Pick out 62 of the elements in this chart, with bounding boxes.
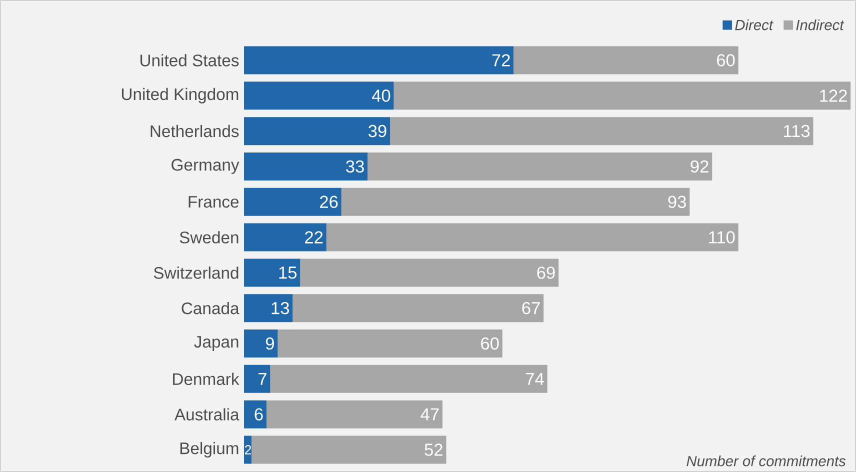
data-label: 26 — [320, 196, 338, 208]
bar — [390, 117, 814, 146]
x-axis-title: Number of commitments — [686, 456, 846, 466]
y-tick-label: Germany — [172, 158, 240, 174]
data-label: 92 — [690, 160, 708, 173]
data-label: 2 — [244, 445, 252, 454]
data-label: 9 — [266, 337, 274, 350]
bar — [244, 330, 278, 358]
data-label: 69 — [537, 266, 555, 279]
bar — [514, 46, 738, 74]
data-label: 60 — [716, 54, 735, 66]
data-label: 39 — [368, 124, 386, 138]
bar — [394, 82, 851, 110]
data-label: 47 — [420, 408, 439, 420]
bar — [368, 152, 712, 180]
bar — [244, 188, 342, 216]
legend-label: Indirect — [796, 19, 844, 30]
bar — [278, 330, 502, 358]
data-label: 13 — [272, 302, 289, 314]
y-tick-label: United States — [140, 54, 239, 66]
bar — [266, 400, 442, 428]
bar — [251, 436, 446, 464]
data-label: 22 — [305, 231, 323, 244]
bar — [244, 152, 368, 180]
y-tick-label: Australia — [174, 408, 240, 420]
bar — [244, 46, 514, 74]
y-tick-label: Netherlands — [150, 124, 239, 138]
y-tick-label: Sweden — [180, 231, 238, 244]
bar — [244, 294, 293, 322]
bar — [341, 188, 690, 216]
bar — [244, 223, 326, 252]
bar — [270, 364, 548, 393]
y-tick-label: Canada — [182, 302, 240, 314]
data-label: 6 — [254, 408, 263, 420]
data-label: 7 — [258, 372, 266, 385]
data-label: 40 — [372, 90, 390, 102]
bar — [300, 258, 559, 287]
y-tick-label: Switzerland — [154, 266, 238, 279]
data-label: 113 — [784, 124, 810, 138]
y-tick-label: Denmark — [173, 372, 240, 386]
bar — [244, 82, 394, 110]
data-label: 93 — [668, 196, 686, 208]
data-label: 60 — [481, 337, 499, 350]
data-label: 67 — [522, 302, 540, 314]
bar — [244, 364, 270, 393]
data-label: 110 — [709, 231, 735, 244]
data-label: 15 — [279, 266, 297, 279]
bar — [326, 223, 738, 252]
y-tick-label: Japan — [194, 336, 238, 351]
bar — [244, 117, 390, 146]
bar — [292, 294, 544, 322]
data-label: 72 — [492, 54, 510, 66]
bar — [244, 258, 300, 287]
bar — [244, 400, 266, 428]
y-tick-label: France — [188, 196, 239, 208]
y-tick-label: United Kingdom — [122, 88, 238, 104]
data-label: 33 — [346, 160, 364, 173]
legend-label: Direct — [735, 19, 774, 30]
data-label: 52 — [424, 444, 442, 456]
data-label: 74 — [526, 372, 544, 385]
data-label: 122 — [820, 90, 847, 102]
y-tick-label: Belgium — [180, 442, 238, 458]
